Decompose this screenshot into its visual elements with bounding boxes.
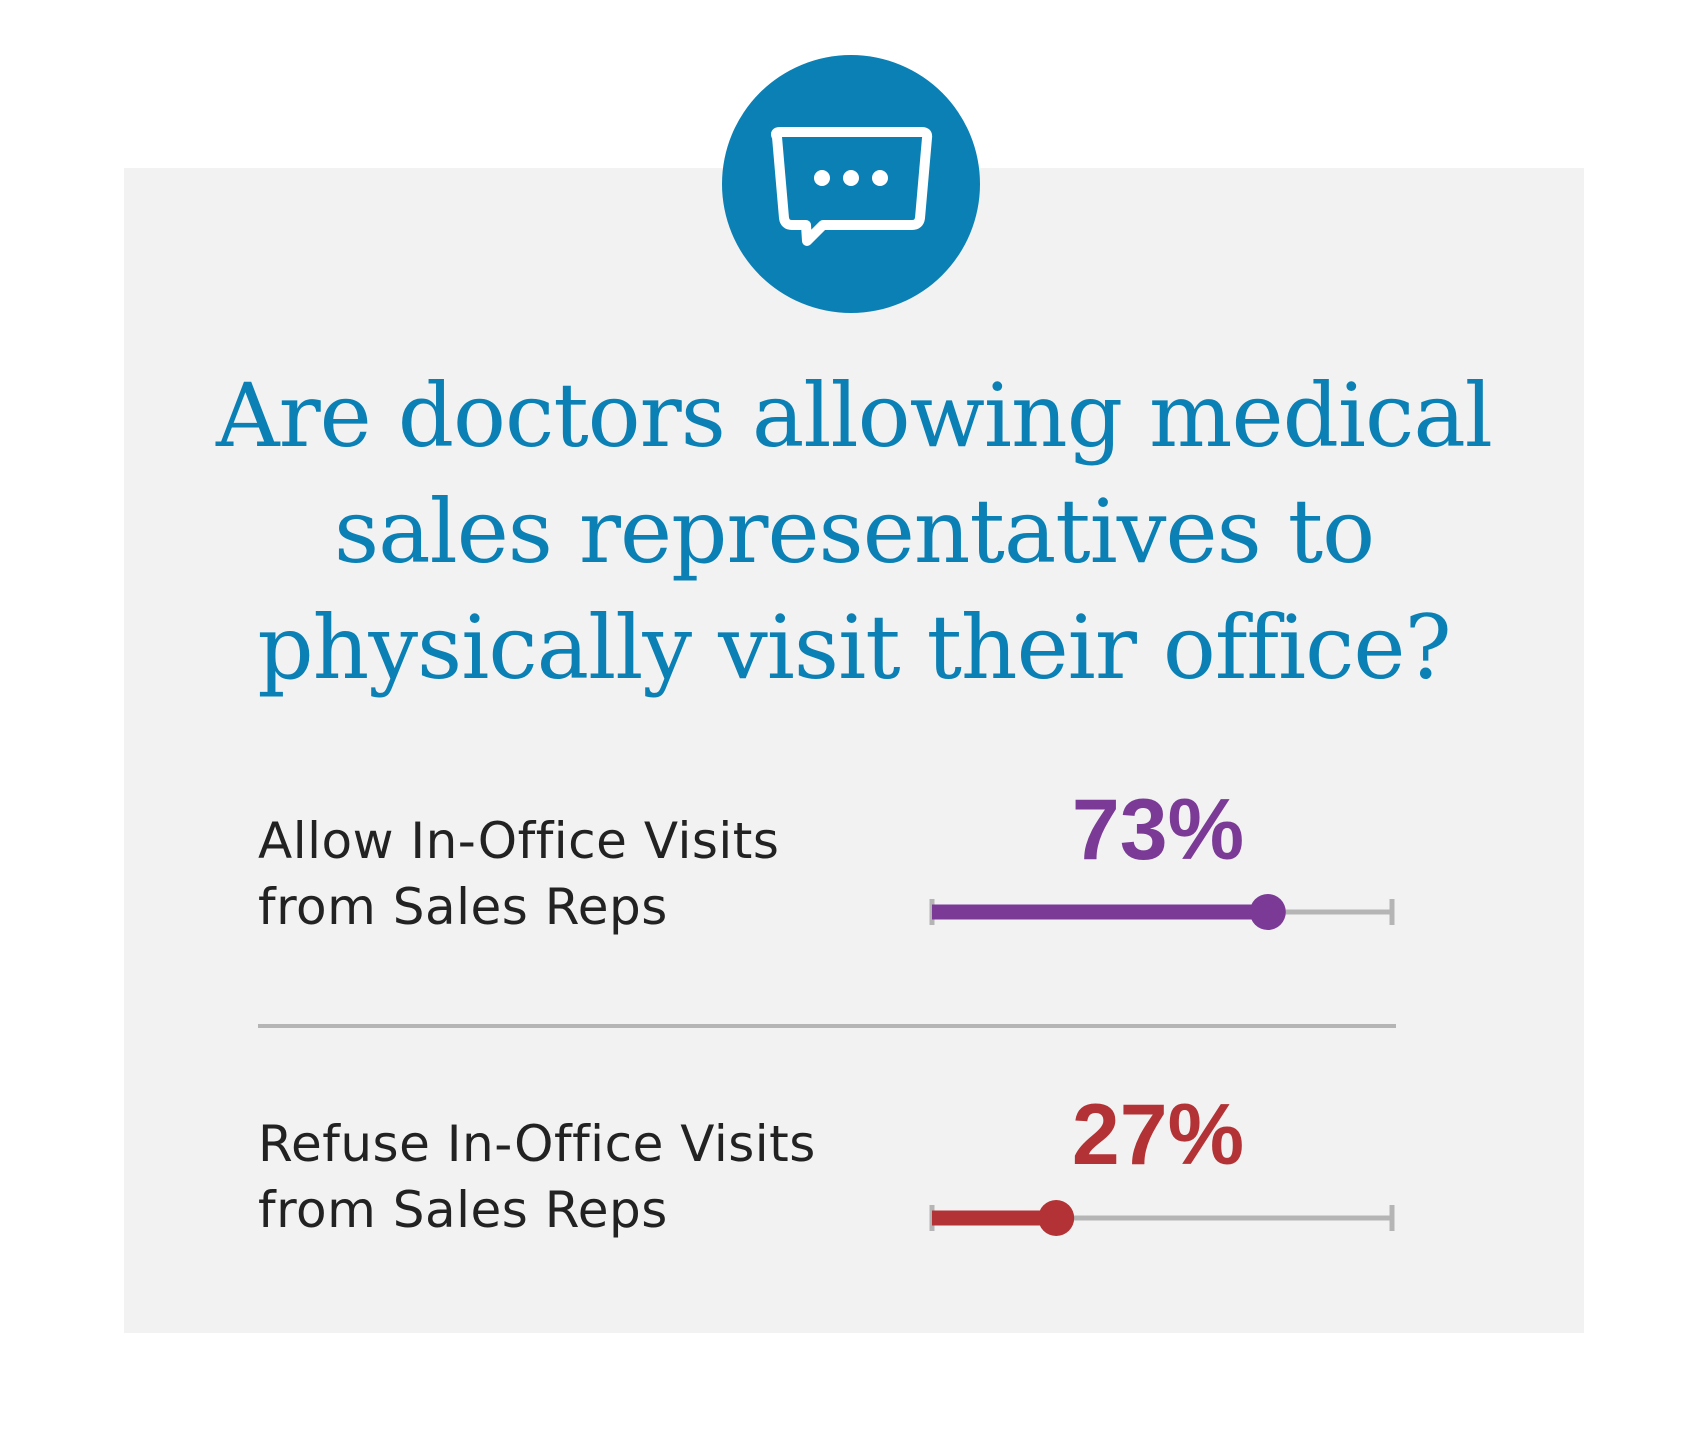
refuse-value-marker [1038,1200,1075,1236]
allow-label-line-1: Allow In-Office Visits [258,812,780,870]
row-divider [258,1024,1396,1028]
speech-bubble-ellipsis-icon [771,127,933,246]
card-panel [124,168,1584,1333]
allow-value-marker [1249,894,1286,930]
refuse-progress-track [929,1200,1395,1236]
title-line-1: Are doctors allowing medical [216,364,1493,467]
allow-progress-track [929,894,1395,930]
refuse-row-label: Refuse In-Office Visits from Sales Reps [258,1111,816,1243]
allow-percentage: 73% [1071,782,1245,878]
chat-bubble-icon [722,55,980,313]
allow-label-line-2: from Sales Reps [258,878,668,936]
refuse-label-line-2: from Sales Reps [258,1181,668,1239]
title-line-2: sales representatives to [333,480,1375,583]
page-title: Are doctors allowing medical sales repre… [124,358,1584,706]
refuse-label-line-1: Refuse In-Office Visits [258,1115,816,1173]
title-line-3: physically visit their office? [257,596,1451,699]
refuse-percentage: 27% [1071,1087,1245,1183]
allow-row-label: Allow In-Office Visits from Sales Reps [258,808,779,940]
